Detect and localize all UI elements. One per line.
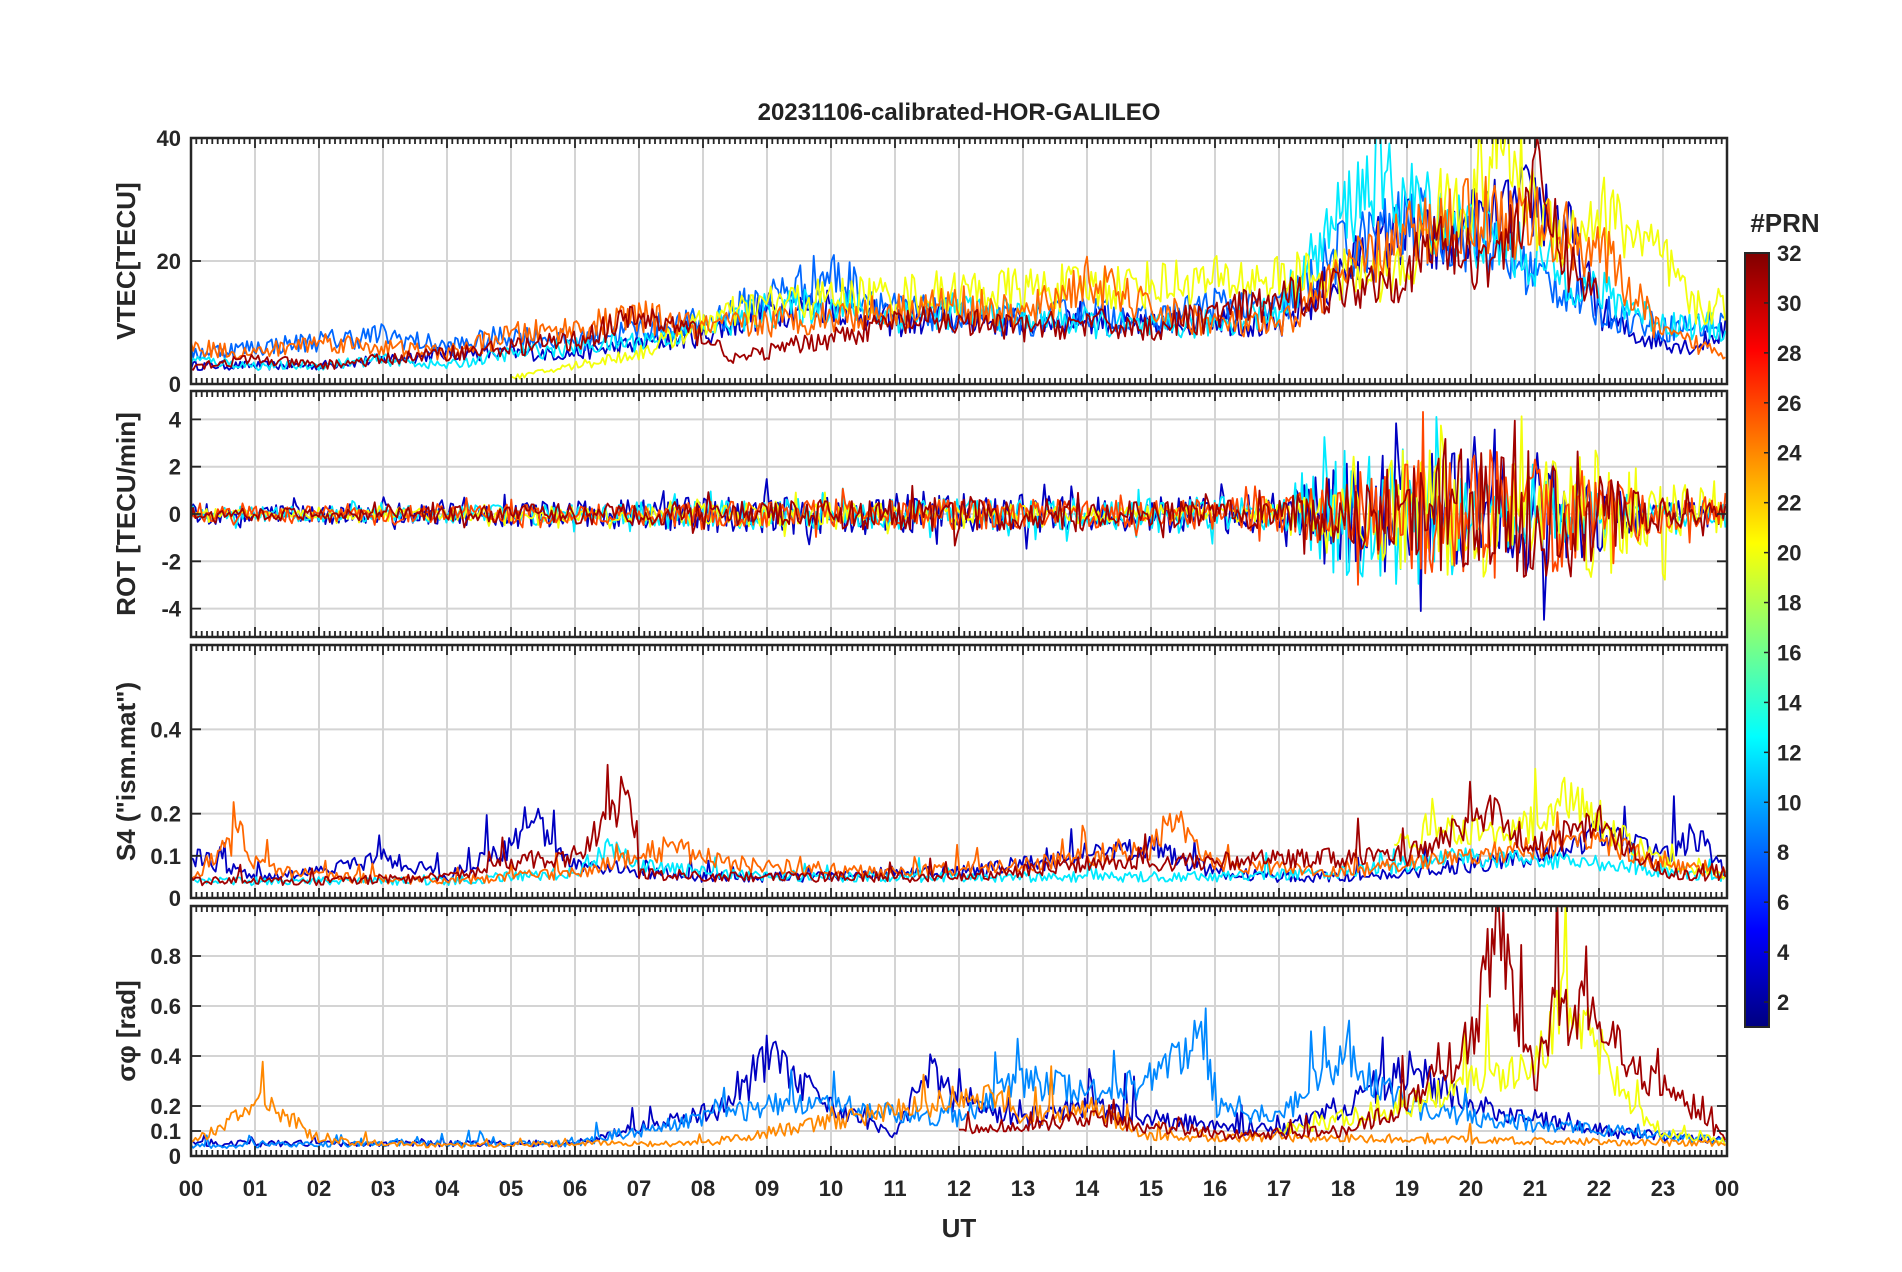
x-tick-label: 19 [1395,1176,1419,1201]
colorbar-tick-label: 10 [1777,790,1801,815]
y-tick-label: -4 [161,597,181,622]
y-axis-label: VTEC[TECU] [111,182,141,339]
series-line-prn-9 [191,1007,1726,1149]
x-minor-ticks [190,906,1728,1156]
x-minor-ticks [190,138,1728,384]
y-tick-label: 0 [169,372,181,397]
x-tick-label: 01 [243,1176,267,1201]
y-tick-label: -2 [161,549,181,574]
x-minor-ticks [190,391,1728,637]
x-tick-label: 22 [1587,1176,1611,1201]
x-tick-label: 12 [947,1176,971,1201]
y-ticks [191,955,1727,1157]
x-tick-label: 10 [819,1176,843,1201]
y-tick-label: 0.1 [150,1119,181,1144]
colorbar-tick-label: 26 [1777,391,1801,416]
y-tick-label: 0.4 [150,717,181,742]
colorbar-tick-label: 4 [1777,940,1790,965]
series-line-prn-25 [191,801,1727,885]
x-tick-label: 20 [1459,1176,1483,1201]
panel-2: -4 -2 0 2 4 ROT [TECU/min] [111,389,1729,639]
y-tick-label: 0.2 [150,1094,181,1119]
x-tick-label: 00 [1715,1176,1739,1201]
chart-title: 20231106-calibrated-HOR-GALILEO [758,99,1161,126]
colorbar-tick-label: 20 [1777,541,1801,566]
colorbar-tick-label: 32 [1777,241,1801,266]
colorbar-tick-label: 6 [1777,890,1789,915]
y-tick-label: 40 [157,126,181,151]
series-line-prn-31 [958,906,1726,1141]
colorbar-title: #PRN [1750,208,1819,238]
colorbar-gradient [1744,252,1770,1028]
x-tick-label: 14 [1075,1176,1100,1201]
panel-1: 0 20 40 VTEC[TECU] [111,126,1729,397]
x-tick-label: 00 [179,1176,203,1201]
series-line-prn-31 [191,763,1727,887]
panel-3: 0 0.1 0.2 0.4 S4 ("ism.mat") [111,643,1729,911]
x-tick-label: 13 [1011,1176,1035,1201]
colorbar-tick-label: 12 [1777,740,1801,765]
y-tick-label: 0.6 [150,994,181,1019]
y-tick-label: 2 [169,455,181,480]
panel-4: 00.10.2 0.4 0.6 0.8 σφ [rad] [111,904,1729,1169]
y-ticks [191,728,1727,899]
x-tick-label: 08 [691,1176,715,1201]
series-group [191,411,1727,621]
y-axis-label: S4 ("ism.mat") [111,682,141,861]
y-tick-label: 4 [169,407,182,432]
x-tick-label: 17 [1267,1176,1291,1201]
series-line-prn-3 [191,795,1726,883]
y-tick-label: 0.1 [150,844,181,869]
y-tick-label: 20 [157,249,181,274]
y-axis-label: σφ [rad] [111,980,141,1081]
x-tick-label: 02 [307,1176,331,1201]
y-tick-label: 0.8 [150,944,181,969]
colorbar-tick-label: 30 [1777,291,1801,316]
series-line-prn-31 [191,419,1727,578]
x-axis: 00 01 02 03 04 05 06 07 08 09 10 11 12 13 14 15 16 17 18 19… [179,1176,1739,1201]
x-tick-label: 16 [1203,1176,1227,1201]
y-ticks [191,137,1727,385]
y-tick-label: 0 [169,886,181,911]
series-line-prn-20 [1393,767,1727,880]
colorbar-tick-label: 24 [1777,441,1802,466]
series-line-prn-20 [1278,906,1726,1145]
series-group [191,138,1727,380]
colorbar-tick-label: 18 [1777,591,1801,616]
x-tick-label: 18 [1331,1176,1355,1201]
x-axis-label: UT [942,1213,977,1243]
x-tick-label: 04 [435,1176,460,1201]
series-line-prn-24 [191,1060,1726,1149]
x-tick-label: 07 [627,1176,651,1201]
y-tick-label: 0.4 [150,1044,181,1069]
y-tick-label: 0 [169,1144,181,1169]
series-line-prn-25 [191,175,1726,362]
x-tick-label: 06 [563,1176,587,1201]
colorbar-tick-label: 8 [1777,840,1789,865]
series-line-prn-31 [191,138,1599,371]
y-axis-label: ROT [TECU/min] [111,412,141,616]
x-tick-label: 03 [371,1176,395,1201]
colorbar-tick-label: 22 [1777,491,1801,516]
x-minor-ticks [190,645,1728,898]
colorbar-tick-label: 28 [1777,341,1801,366]
x-tick-label: 21 [1523,1176,1547,1201]
y-tick-label: 0.2 [150,802,181,827]
series-group [191,763,1727,887]
x-tick-label: 11 [883,1176,906,1201]
colorbar-tick-label: 16 [1777,640,1801,665]
series-group [191,906,1726,1149]
y-ticks [191,418,1727,610]
x-tick-label: 15 [1139,1176,1163,1201]
colorbar-tick-label: 2 [1777,990,1789,1015]
y-tick-label: 0 [169,502,181,527]
x-tick-label: 23 [1651,1176,1675,1201]
x-tick-label: 09 [755,1176,779,1201]
colorbar-tick-label: 14 [1777,690,1802,715]
x-tick-label: 05 [499,1176,523,1201]
